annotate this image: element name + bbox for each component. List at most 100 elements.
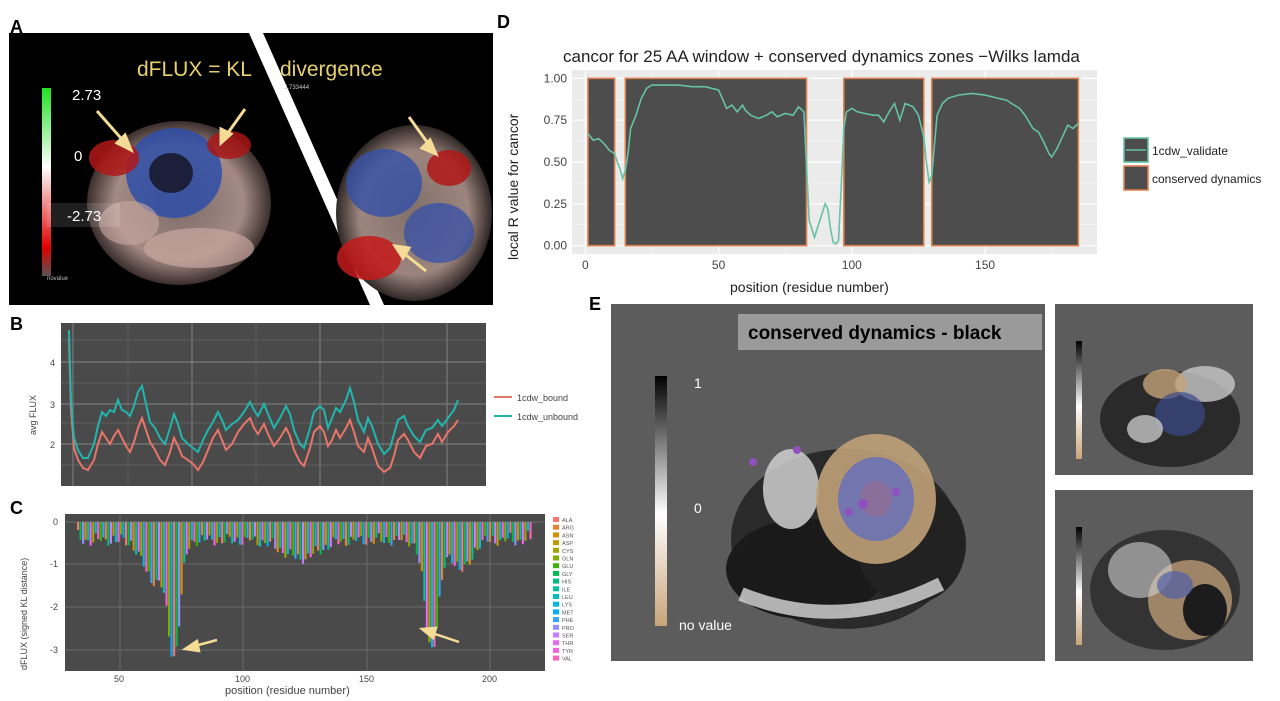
series-validate	[587, 84, 1079, 246]
panel-label-b: B	[10, 314, 23, 334]
dflux-bar	[514, 522, 517, 546]
y-label-c: dFLUX (signed KL distance)	[19, 558, 29, 670]
dflux-bar	[279, 522, 282, 548]
x-label-c: position (residue number)	[225, 685, 350, 697]
dflux-bar	[393, 522, 396, 541]
x-label-d: position (residue number)	[730, 279, 889, 295]
banner-bg	[738, 314, 1042, 350]
dflux-bar	[114, 522, 117, 543]
colorbar-e	[655, 376, 667, 626]
dflux-bar	[413, 522, 416, 544]
dflux-bar	[107, 522, 110, 546]
dflux-bar	[251, 522, 254, 540]
dflux-bar	[183, 522, 186, 563]
dflux-bar	[334, 522, 337, 540]
legend-label-bound: 1cdw_bound	[517, 393, 568, 403]
dflux-bar	[390, 522, 393, 546]
dflux-bar	[281, 522, 284, 553]
arrow-head-icon	[391, 244, 412, 261]
novalue-label: novalue	[47, 276, 69, 282]
dflux-bar	[190, 522, 193, 541]
dflux-bar	[87, 522, 90, 541]
series-bound	[68, 339, 459, 474]
dflux-bar	[453, 522, 456, 566]
dflux-bar	[256, 522, 259, 546]
dflux-bar	[79, 522, 82, 540]
dflux-bar	[286, 522, 289, 555]
dflux-bar	[466, 522, 469, 562]
dflux-bar	[395, 522, 398, 536]
conserved-zone	[930, 77, 1080, 247]
dflux-bar	[494, 522, 497, 544]
dflux-bar	[213, 522, 216, 546]
dflux-bars	[77, 522, 532, 657]
dflux-bar	[125, 522, 128, 546]
legend-swatch-c	[553, 632, 559, 638]
legend-swatch-c	[553, 647, 559, 653]
dflux-bar	[162, 522, 165, 593]
legend-label-c: ASP	[562, 541, 573, 547]
dflux-bar	[226, 522, 229, 534]
dflux-bar	[496, 522, 499, 546]
dflux-bar	[355, 522, 358, 541]
dflux-bar	[418, 522, 421, 563]
dflux-bar	[253, 522, 256, 537]
legend-swatch-c	[553, 578, 559, 584]
dflux-bar	[332, 522, 335, 538]
dflux-bar	[248, 522, 251, 541]
dflux-bar	[327, 522, 330, 550]
dflux-bar	[501, 522, 504, 538]
dflux-bar	[231, 522, 234, 544]
panel-a-title-left: dFLUX = KL	[137, 58, 252, 81]
dflux-bar	[342, 522, 345, 539]
x-tick-d: 100	[842, 258, 862, 272]
dflux-bar	[117, 522, 120, 542]
colorbar-small-bottom	[1076, 527, 1082, 645]
legend-label-c: GLN	[562, 557, 573, 563]
dflux-bar	[347, 522, 350, 545]
panel-label-c: C	[10, 498, 23, 518]
dflux-bar	[319, 522, 322, 555]
legend-swatch-c	[553, 547, 559, 553]
dflux-bar	[132, 522, 135, 551]
dflux-bar	[400, 522, 403, 540]
cancor-chart: cancor for 25 AA window + conserved dyna…	[505, 47, 1261, 295]
dflux-bar	[382, 522, 385, 543]
panel-e-top-right	[1055, 304, 1253, 475]
y-label-b: avg FLUX	[28, 395, 38, 435]
dflux-bar	[82, 522, 85, 544]
legend-label-c: ILE	[562, 587, 571, 593]
dflux-bar	[109, 522, 112, 544]
arrow-head-icon	[419, 137, 439, 157]
panel-b: avg FLUX 2 3 4 50 100 150 200 1cdw_bound…	[28, 320, 598, 490]
panel-label-a: A	[10, 17, 23, 37]
y-tick-d: 0.25	[544, 197, 568, 211]
dflux-bar	[193, 522, 196, 542]
legend-swatch-c	[553, 563, 559, 569]
dflux-bar	[357, 522, 360, 538]
y-tick-b: 2	[50, 440, 55, 450]
legend-label-c: ARG	[562, 526, 574, 532]
legend-swatch-c	[553, 640, 559, 646]
dflux-bar	[314, 522, 317, 547]
x-tick-d: 150	[975, 258, 995, 272]
legend-swatch-c	[553, 655, 559, 661]
dflux-bar	[387, 522, 390, 543]
y-tick-c: -2	[50, 602, 58, 612]
legend-label-c: GLU	[562, 564, 573, 570]
chart-title-d: cancor for 25 AA window + conserved dyna…	[563, 47, 1080, 66]
x-tick-d: 0	[582, 258, 589, 272]
legend-swatch-c	[553, 532, 559, 538]
dflux-bar	[185, 522, 188, 555]
legend-swatch-c	[553, 517, 559, 522]
dflux-bar	[375, 522, 378, 538]
colorbar-e-novalue: no value	[679, 617, 732, 633]
dflux-bar	[433, 522, 436, 647]
avg-flux-chart: avg FLUX 2 3 4 50 100 150 200 1cdw_bound…	[28, 323, 578, 486]
dflux-bar	[344, 522, 347, 546]
dflux-bar	[360, 522, 363, 537]
series-unbound	[68, 329, 459, 459]
dflux-bar	[135, 522, 138, 555]
dflux-bar	[448, 522, 451, 555]
